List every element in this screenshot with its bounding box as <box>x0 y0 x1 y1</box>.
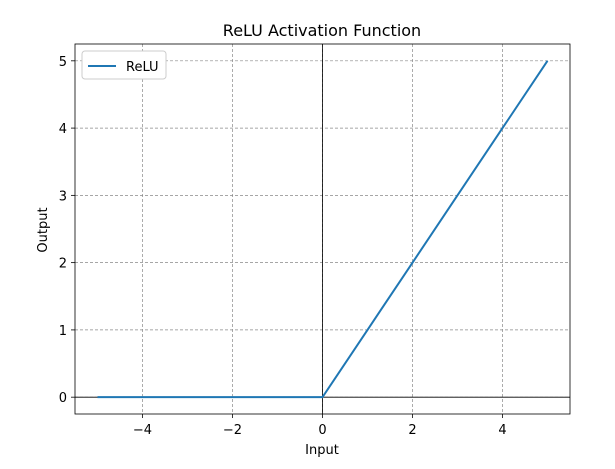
y-tick-label: 0 <box>59 391 67 406</box>
plot-frame <box>74 43 571 415</box>
x-tick-label: −4 <box>133 423 152 438</box>
y-tick-label: 3 <box>59 189 67 204</box>
chart-title: ReLU Activation Function <box>223 21 421 40</box>
y-axis-label: Output <box>36 207 51 252</box>
x-axis-label: Input <box>305 443 339 458</box>
x-tick-label: 4 <box>498 423 506 438</box>
y-tick-label: 5 <box>59 55 67 70</box>
y-tick-label: 2 <box>59 257 67 272</box>
x-tick-label: −2 <box>223 423 242 438</box>
legend-label: ReLU <box>126 60 159 75</box>
y-tick-label: 4 <box>59 122 67 137</box>
y-tick-label: 1 <box>59 324 67 339</box>
x-tick-label: 2 <box>408 423 416 438</box>
x-tick-label: 0 <box>318 423 326 438</box>
legend-box <box>81 50 167 80</box>
line <box>97 60 549 399</box>
